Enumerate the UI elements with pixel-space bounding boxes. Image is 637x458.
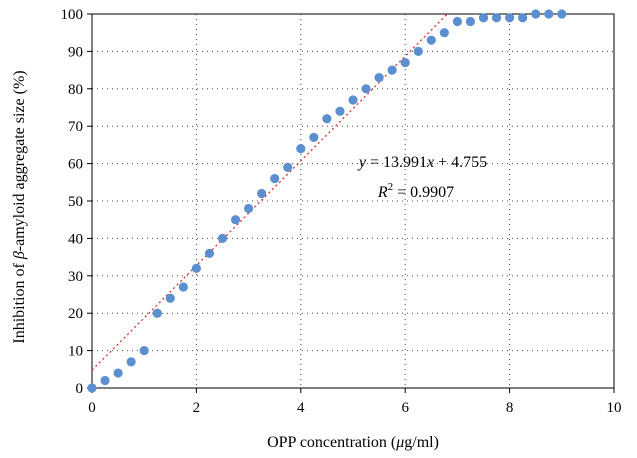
data-point [100, 375, 110, 386]
y-tick-label: 10 [68, 344, 83, 360]
data-point [335, 106, 345, 116]
grid-lines [92, 14, 614, 388]
data-point [544, 9, 554, 19]
data-point [87, 383, 97, 393]
y-tick-label: 30 [68, 269, 83, 285]
r-symbol: R [377, 184, 388, 201]
data-point [557, 9, 567, 19]
data-point [257, 188, 267, 199]
data-point [204, 248, 215, 258]
data-point [478, 13, 489, 23]
y-tick-label: 60 [68, 157, 83, 173]
data-point [191, 263, 201, 273]
r-squared-value: = 0.9907 [393, 184, 454, 201]
equation-y: y [357, 154, 367, 171]
data-point [531, 9, 541, 19]
y-axis-title: Inhibition of β-amyloid aggregate size (… [11, 70, 28, 343]
trendline [91, 13, 448, 371]
data-point [426, 35, 436, 45]
data-point [387, 65, 397, 75]
equation-x: x [426, 154, 434, 171]
data-point [230, 215, 241, 225]
data-points [87, 9, 567, 393]
data-point [322, 114, 332, 124]
data-point [178, 282, 188, 292]
x-axis-title: OPP concentration (μg/ml) [267, 434, 439, 451]
data-point [309, 132, 319, 143]
data-point [439, 28, 449, 38]
data-point [505, 13, 515, 23]
y-tick-label: 20 [68, 306, 83, 322]
data-point [413, 46, 423, 57]
y-tick-label: 100 [61, 7, 84, 23]
data-point [126, 357, 136, 367]
y-axis-title-pre: Inhibition of [11, 259, 28, 343]
trendline-equation: y = 13.991x + 4.755 [357, 154, 487, 171]
x-tick-label: 0 [88, 400, 96, 416]
x-tick-label: 10 [607, 400, 622, 416]
y-tick-label: 50 [68, 194, 83, 210]
y-tick-label: 70 [68, 119, 83, 135]
x-tick-label: 8 [506, 400, 514, 416]
data-point [217, 233, 228, 243]
data-point [518, 13, 528, 23]
data-point [400, 58, 410, 68]
data-point [296, 144, 306, 154]
data-point [361, 84, 371, 94]
y-tick-label: 80 [68, 82, 83, 98]
x-tick-label: 6 [401, 400, 409, 416]
equation-slope: = 13.991 [366, 154, 427, 171]
y-tick-label: 90 [68, 44, 83, 60]
x-axis-title-pre: OPP concentration ( [267, 434, 396, 451]
x-axis-title-greek: μ [395, 434, 404, 451]
trendline-group [91, 13, 448, 371]
data-point [491, 13, 502, 23]
y-axis-title-post: -amyloid aggregate size (%) [11, 70, 28, 251]
x-tick-label: 2 [193, 400, 201, 416]
data-point [452, 16, 462, 27]
y-tick-label: 40 [68, 231, 83, 247]
equation-intercept: + 4.755 [434, 154, 487, 171]
data-point [113, 368, 123, 378]
data-point [283, 162, 293, 172]
axis-ticks: 0 10 20 30 40 50 60 70 80 90 100 0 2 4 6 8 10 [61, 7, 622, 416]
r-squared-label: R2 = 0.9907 [377, 181, 454, 201]
y-tick-label: 0 [76, 381, 84, 397]
x-axis-title-post: g/ml) [404, 434, 439, 451]
data-point [374, 72, 384, 83]
data-point [348, 95, 358, 105]
data-point [270, 173, 280, 184]
y-axis-title-greek: β [11, 251, 28, 260]
data-point [465, 16, 476, 27]
data-point [152, 308, 162, 318]
data-point [139, 346, 149, 356]
data-point [244, 203, 254, 214]
x-tick-label: 4 [297, 400, 305, 416]
data-point [165, 293, 175, 303]
r-superscript: 2 [388, 181, 394, 193]
